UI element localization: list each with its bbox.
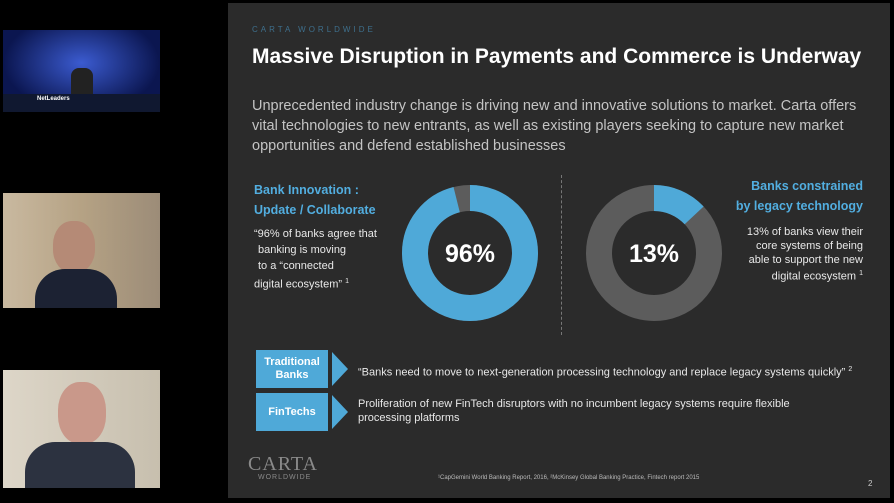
logo: CARTA bbox=[248, 453, 318, 475]
body bbox=[25, 442, 135, 488]
title: Massive Disruption in Payments and Comme… bbox=[252, 45, 862, 68]
head bbox=[58, 382, 106, 444]
arrow bbox=[332, 395, 348, 429]
heading-line: by legacy technology bbox=[735, 199, 863, 213]
note: 1 bbox=[859, 270, 863, 277]
heading-line: Update / Collaborate bbox=[254, 203, 376, 217]
donut-chart: 96% bbox=[402, 185, 538, 321]
heading-line: Bank Innovation : bbox=[254, 183, 359, 197]
body bbox=[35, 269, 117, 308]
lower-third bbox=[3, 94, 160, 112]
presenter bbox=[71, 68, 93, 98]
quote-line: to a “connected bbox=[258, 260, 334, 272]
logo-sub: WORLDWIDE bbox=[258, 474, 312, 481]
donut-label: 13% bbox=[629, 240, 679, 268]
video-tile: NetLeaders bbox=[3, 30, 160, 112]
brand: CARTA WORLDWIDE bbox=[252, 25, 376, 34]
quote-line: “96% of banks agree that bbox=[254, 228, 377, 240]
intro: Unprecedented industry change is driving… bbox=[252, 98, 857, 154]
footnote: ¹CapGemini World Banking Report, 2016, ²… bbox=[438, 475, 700, 481]
row-label: Traditional Banks bbox=[256, 350, 328, 388]
quote-line: able to support the new bbox=[748, 254, 863, 266]
text: “Banks need to move to next-generation p… bbox=[358, 366, 846, 379]
caption: NetLeaders bbox=[37, 96, 70, 102]
donut-label: 96% bbox=[445, 240, 495, 268]
left-heading: Bank Innovation : Update / Collaborate bbox=[254, 180, 376, 220]
right-quote: 13% of banks view their core systems of … bbox=[708, 225, 863, 284]
video-tile bbox=[3, 193, 160, 308]
head bbox=[53, 221, 95, 273]
quote-line: core systems of being bbox=[756, 240, 863, 252]
note: 2 bbox=[848, 366, 853, 373]
row-text: Proliferation of new FinTech disruptors … bbox=[358, 398, 790, 424]
quote-line: digital ecosystem 1 bbox=[708, 267, 863, 284]
left-quote: “96% of banks agree that banking is movi… bbox=[254, 226, 377, 293]
arrow bbox=[332, 352, 348, 386]
page-number: 2 bbox=[868, 479, 873, 488]
video-tile bbox=[3, 370, 160, 488]
note: 1 bbox=[345, 278, 350, 285]
donut-segment bbox=[586, 185, 722, 321]
right-heading: Banks constrained by legacy technology bbox=[698, 176, 863, 216]
quote-line: 13% of banks view their bbox=[746, 226, 863, 238]
quote-line: digital ecosystem” 1 bbox=[254, 274, 377, 293]
quote-line: banking is moving bbox=[258, 244, 347, 256]
donut-segment bbox=[402, 185, 538, 321]
quote-text: digital ecosystem bbox=[771, 270, 857, 283]
row-label: FinTechs bbox=[256, 393, 328, 431]
slide: CARTA WORLDWIDE Massive Disruption in Pa… bbox=[228, 3, 890, 498]
quote-text: digital ecosystem” bbox=[254, 278, 343, 291]
heading-line: Banks constrained bbox=[751, 179, 863, 193]
row-text: “Banks need to move to next-generation p… bbox=[358, 363, 868, 380]
donut-chart: 13% bbox=[586, 185, 722, 321]
divider bbox=[561, 175, 562, 335]
